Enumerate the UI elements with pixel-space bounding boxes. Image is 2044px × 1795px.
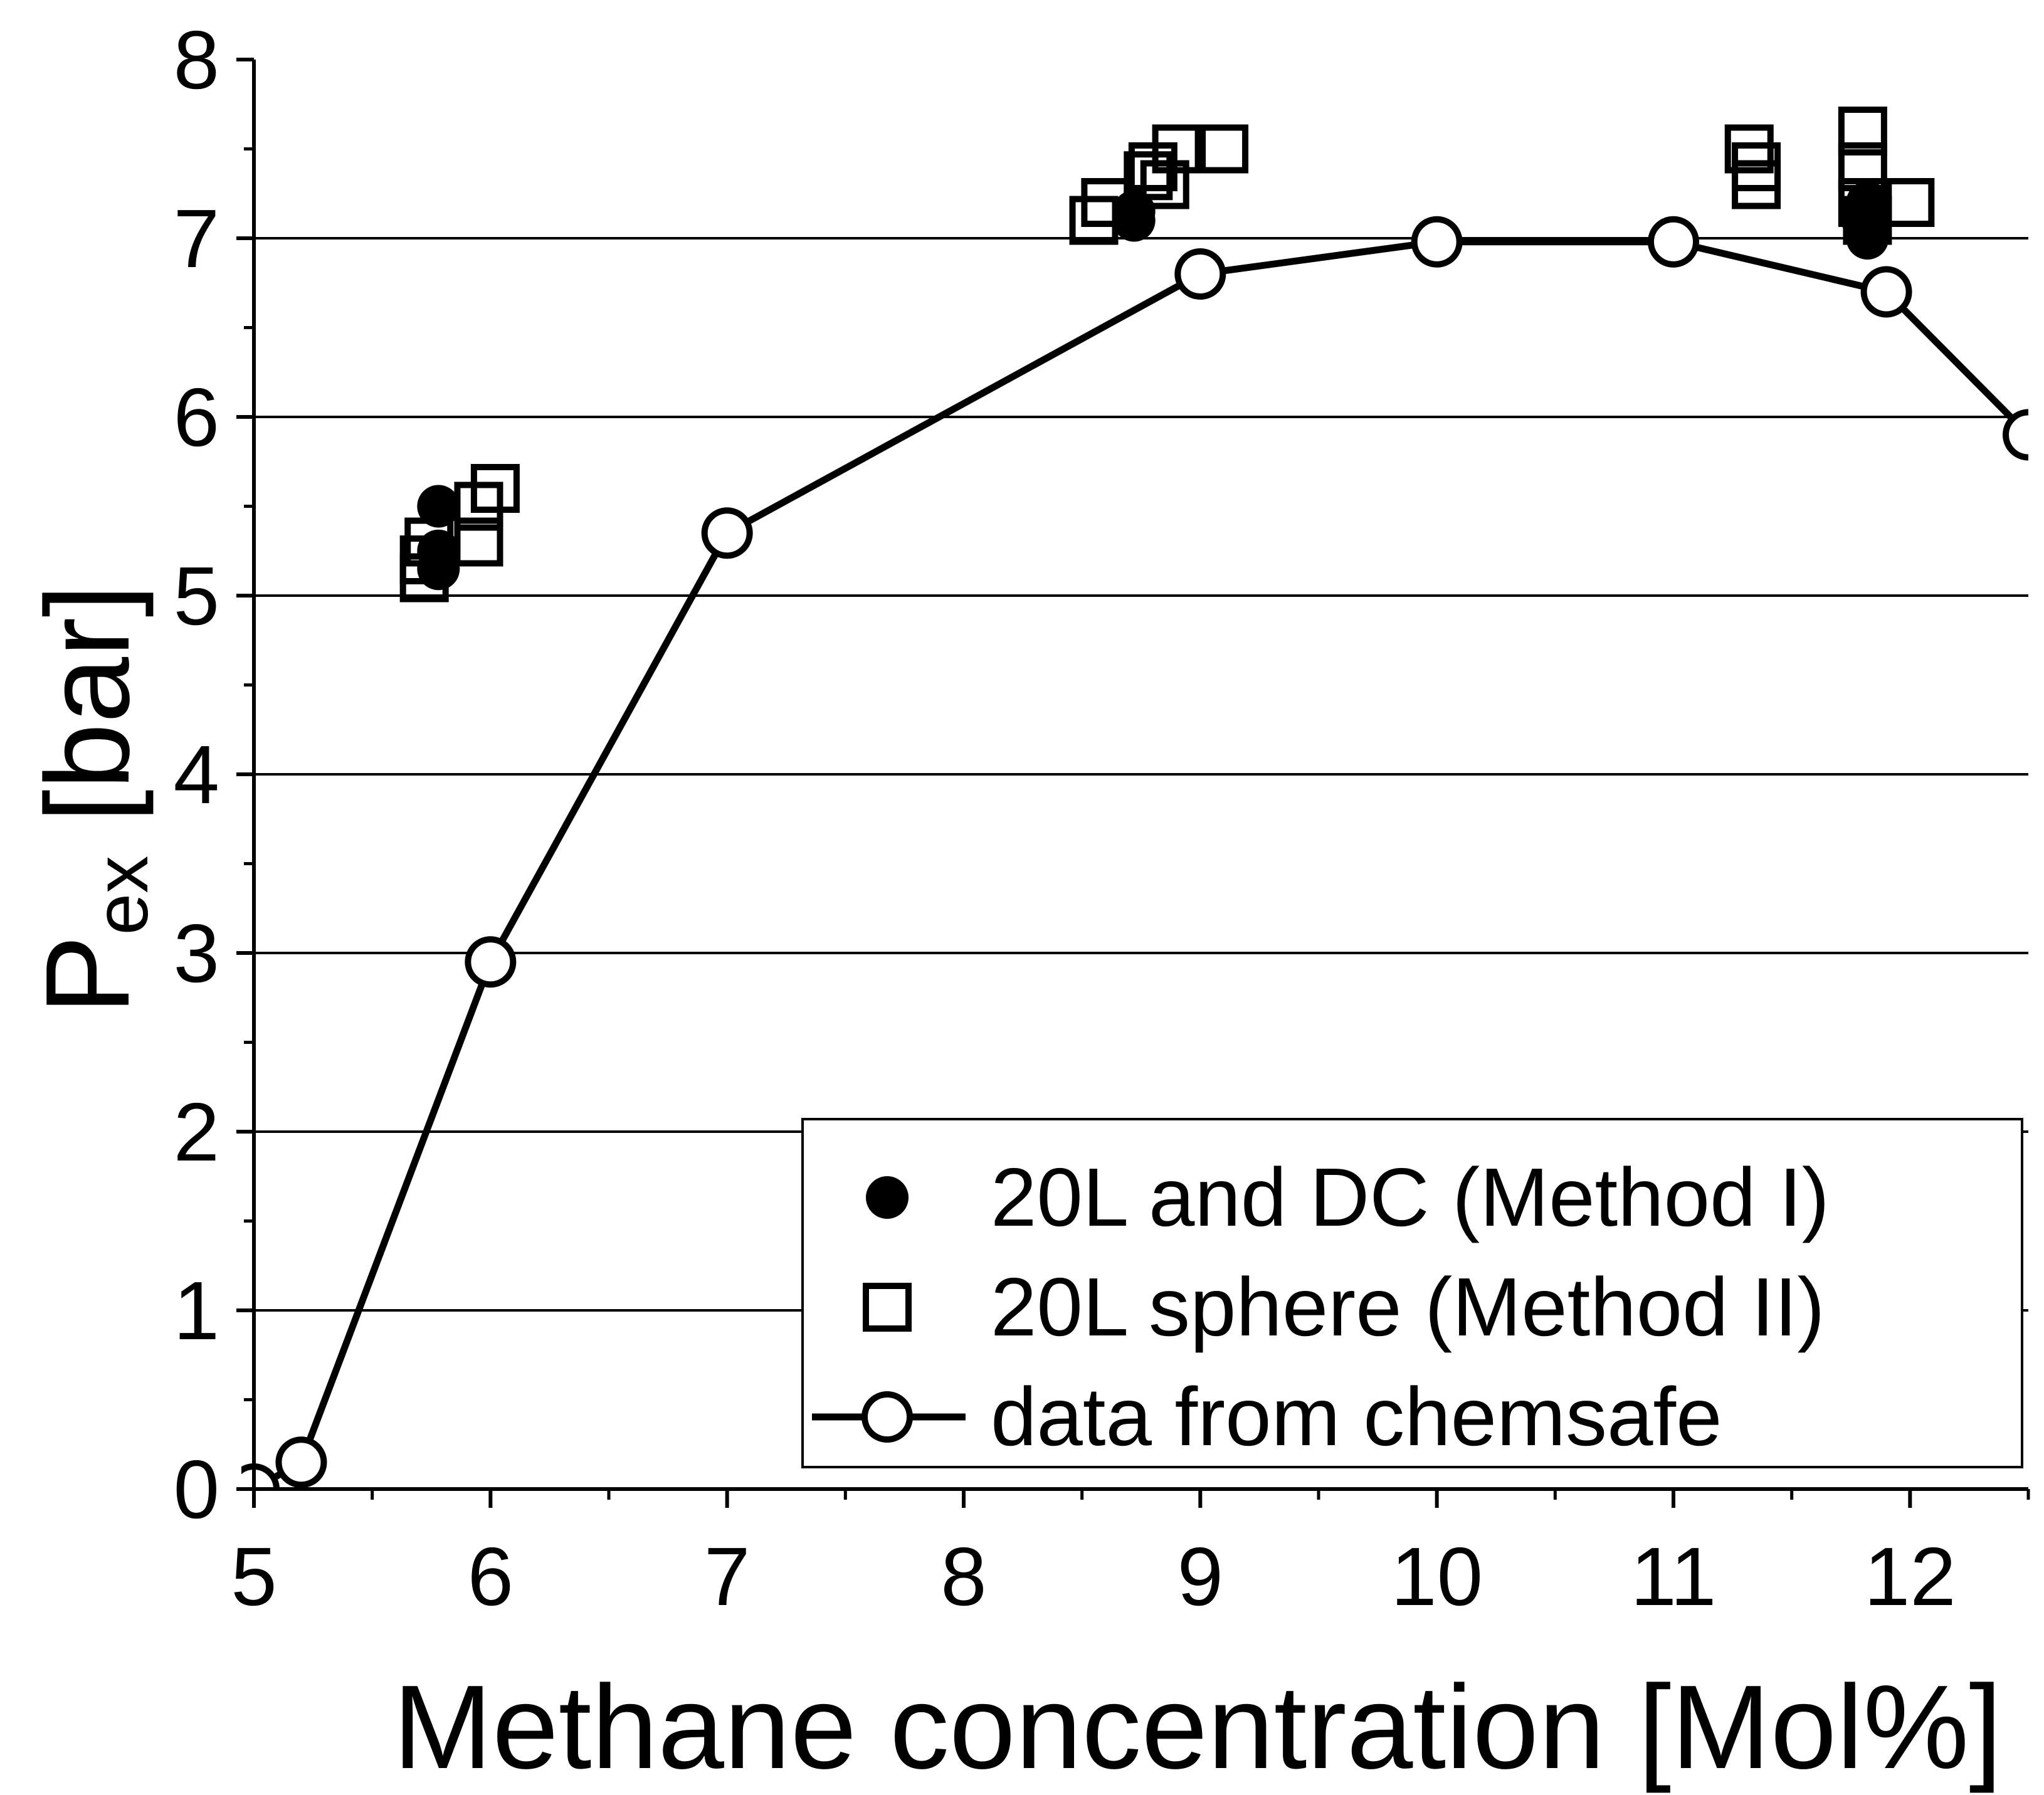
legend: 20L and DC (Method I) 20L sphere (Method … xyxy=(801,1118,2023,1468)
data-point xyxy=(1411,216,1463,268)
data-point xyxy=(465,936,517,988)
data-point xyxy=(404,517,454,567)
data-point xyxy=(1081,178,1130,227)
series-1 xyxy=(399,107,1935,603)
data-point xyxy=(701,507,753,559)
data-point xyxy=(1128,142,1177,191)
data-point xyxy=(454,517,503,567)
data-point xyxy=(275,1436,327,1488)
y-axis-label: Pex [bar] xyxy=(21,584,164,1014)
y-tick-label: 3 xyxy=(174,907,219,999)
data-point xyxy=(470,464,520,513)
legend-marker xyxy=(863,1283,912,1332)
data-point xyxy=(1199,124,1249,174)
data-point xyxy=(417,485,460,528)
y-tick-label: 2 xyxy=(174,1086,219,1178)
data-point xyxy=(1838,178,1887,227)
x-tick-label: 7 xyxy=(704,1530,750,1623)
legend-marker xyxy=(866,1176,909,1219)
y-tick-label: 5 xyxy=(174,550,219,642)
data-point xyxy=(1140,160,1189,209)
x-tick-label: 9 xyxy=(1177,1530,1223,1623)
data-point xyxy=(1885,178,1935,227)
data-point xyxy=(399,535,449,584)
legend-marker xyxy=(861,1391,913,1443)
data-point xyxy=(2003,409,2028,461)
legend-label: data from chemsafe xyxy=(991,1371,1722,1463)
y-tick-label: 1 xyxy=(174,1265,219,1357)
data-point xyxy=(1174,248,1226,300)
data-point xyxy=(1732,160,1781,209)
x-tick-label: 6 xyxy=(468,1530,514,1623)
legend-box xyxy=(801,1118,2023,1468)
data-point xyxy=(1112,199,1156,242)
x-tick-label: 8 xyxy=(940,1530,986,1623)
legend-label: 20L sphere (Method II) xyxy=(991,1261,1825,1353)
y-tick-label: 7 xyxy=(174,192,219,285)
data-point xyxy=(454,482,503,531)
y-tick-label: 4 xyxy=(174,729,219,821)
data-point xyxy=(1846,217,1889,260)
data-point xyxy=(1860,266,1912,318)
plot-area xyxy=(241,107,2028,1489)
y-tick-label: 8 xyxy=(174,14,219,106)
data-point xyxy=(1648,216,1699,268)
series-2 xyxy=(241,216,2028,1489)
grid-lines xyxy=(254,237,2028,1312)
legend-label: 20L and DC (Method I) xyxy=(991,1151,1830,1243)
data-point xyxy=(1838,107,1887,155)
data-point xyxy=(1124,151,1173,201)
data-point xyxy=(1846,181,1889,224)
data-point xyxy=(1069,196,1119,245)
x-tick-label: 12 xyxy=(1864,1530,1956,1623)
data-point xyxy=(1838,142,1887,191)
x-tick-label: 11 xyxy=(1630,1530,1716,1623)
x-axis-label: Methane concentration [Mol%] xyxy=(393,1661,2002,1794)
x-tick-label: 5 xyxy=(231,1530,277,1623)
x-tick-label: 10 xyxy=(1391,1530,1483,1623)
data-point xyxy=(1724,124,1774,174)
y-tick-label: 0 xyxy=(174,1443,219,1535)
y-tick-label: 6 xyxy=(174,371,219,463)
